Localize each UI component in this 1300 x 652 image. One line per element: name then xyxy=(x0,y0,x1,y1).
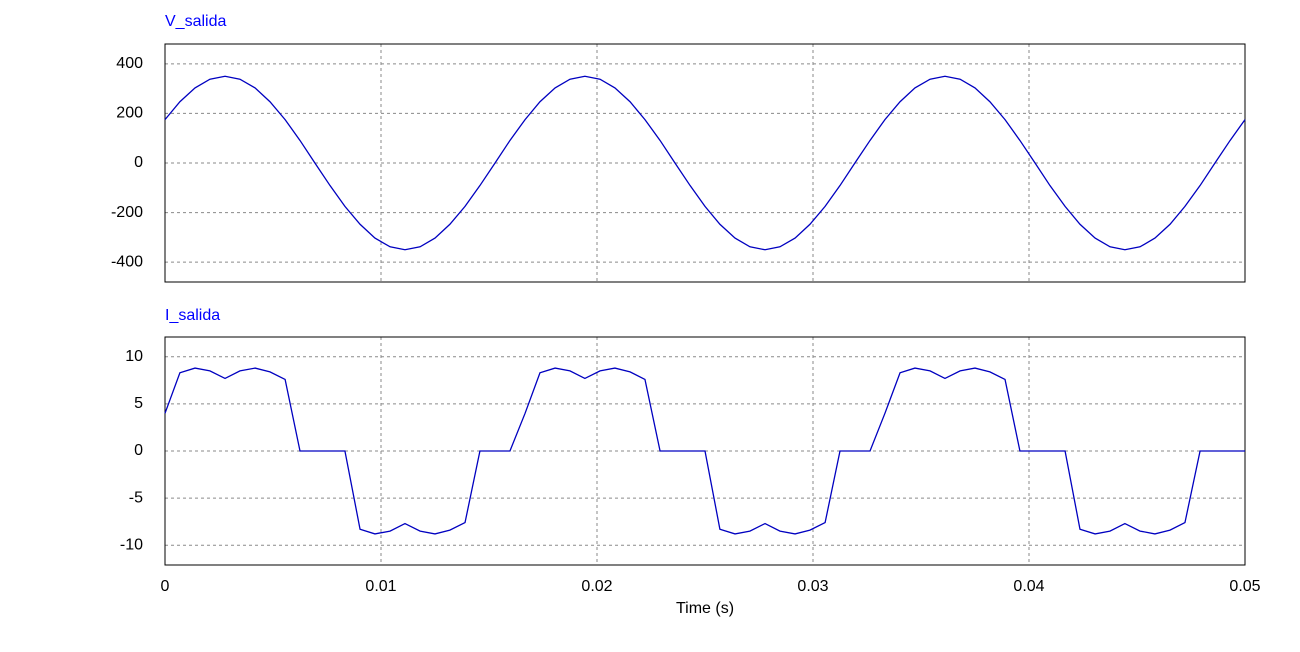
y-tick-label: 400 xyxy=(116,55,143,72)
data-line xyxy=(164,367,1245,535)
y-tick-label: -200 xyxy=(111,204,143,221)
y-tick-label: 0 xyxy=(134,154,143,171)
chart-title: V_salida xyxy=(165,13,226,30)
y-tick-label: 5 xyxy=(134,395,143,412)
x-tick-label: 0.02 xyxy=(581,578,612,595)
y-tick-label: 200 xyxy=(116,105,143,122)
y-tick-label: -400 xyxy=(111,253,143,270)
y-tick-label: 10 xyxy=(125,348,143,365)
x-tick-label: 0.03 xyxy=(797,578,828,595)
x-tick-label: 0.05 xyxy=(1229,578,1260,595)
chart-title: I_salida xyxy=(165,307,220,324)
plot-frame xyxy=(164,43,1246,283)
y-tick-label: 0 xyxy=(134,442,143,459)
x-tick-label: 0.01 xyxy=(365,578,396,595)
data-line xyxy=(164,75,1246,251)
y-tick-label: -5 xyxy=(129,489,143,506)
x-tick-label: 0 xyxy=(161,578,170,595)
x-tick-label: 0.04 xyxy=(1013,578,1044,595)
x-axis-label: Time (s) xyxy=(676,600,734,617)
y-tick-label: -10 xyxy=(120,536,143,553)
